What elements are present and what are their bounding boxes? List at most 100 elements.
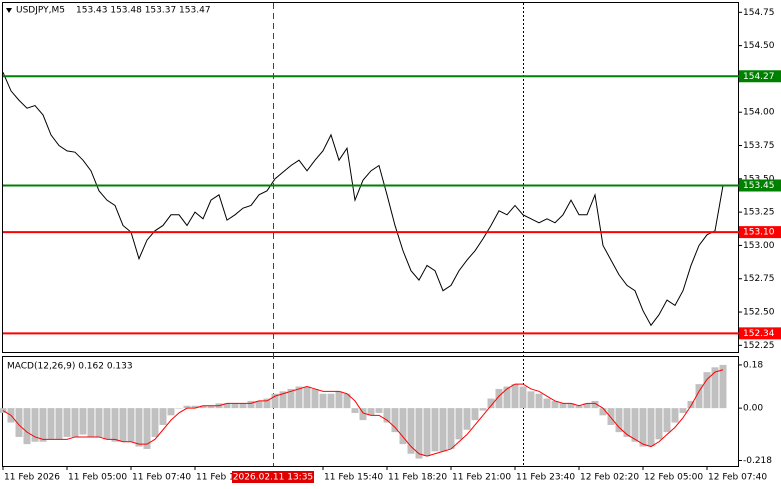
macd-bar [591, 400, 599, 409]
macd-bar [447, 408, 455, 449]
macd-bar [311, 388, 319, 409]
macd-bar [495, 388, 503, 409]
macd-bar [287, 388, 295, 409]
macd-bar [327, 393, 335, 409]
macd-bar [47, 408, 55, 440]
x-tick-label: 12 Feb 02:20 [580, 473, 639, 483]
macd-bar [639, 408, 647, 447]
x-tick-label: 11 Feb 2026 [4, 473, 60, 483]
macd-bar [367, 408, 375, 416]
macd-bar [295, 386, 303, 409]
y-tick-label: 153.00 [743, 241, 775, 251]
macd-bar [151, 408, 159, 437]
macd-bar [167, 408, 175, 416]
macd-bar [399, 408, 407, 445]
macd-bar [655, 408, 663, 440]
macd-bar [391, 408, 399, 433]
macd-bar [199, 405, 207, 409]
y-tick-label: 152.50 [743, 308, 775, 318]
macd-bar [623, 408, 631, 437]
macd-bar [79, 408, 87, 435]
macd-bar [479, 408, 487, 411]
macd-bar [303, 386, 311, 409]
macd-bar [583, 403, 591, 409]
macd-bar [471, 408, 479, 421]
level-label-bg [739, 226, 781, 239]
macd-bar [719, 364, 727, 409]
y-tick-label: 153.50 [743, 174, 775, 184]
macd-bar [519, 386, 527, 409]
macd-bar [39, 408, 47, 442]
macd-bar [319, 393, 327, 409]
macd-bar [423, 408, 431, 457]
x-tick-label: 11 Feb 07:40 [132, 473, 191, 483]
y-tick-label: 0.18 [743, 360, 763, 370]
macd-bar [119, 408, 127, 442]
level-label: 153.10 [743, 228, 775, 238]
x-tick-label: 11 Feb 1 [196, 473, 235, 483]
macd-bar [647, 408, 655, 447]
macd-bar [87, 408, 95, 437]
macd-bar [15, 408, 23, 437]
macd-bar [511, 384, 519, 409]
y-tick-label: 152.75 [743, 274, 775, 284]
macd-bar [343, 393, 351, 409]
macd-title: MACD(12,26,9) 0.162 0.133 [7, 362, 133, 372]
macd-bar [223, 403, 231, 409]
macd-bar [55, 408, 63, 440]
macd-bar [135, 408, 143, 447]
macd-bar [711, 367, 719, 409]
macd-bar [607, 408, 615, 425]
macd-bar [439, 408, 447, 452]
macd-bar [351, 408, 359, 413]
macd-bar [455, 408, 463, 440]
cursor-label: 2026.02.11 13:35 [233, 473, 313, 483]
macd-bar [63, 408, 71, 437]
macd-bar [183, 405, 191, 409]
y-tick-label: 152.25 [743, 341, 775, 351]
x-tick-label: 12 Feb 05:00 [644, 473, 703, 483]
x-tick-label: 11 Feb 18:20 [388, 473, 447, 483]
macd-bar [159, 408, 167, 425]
macd-bar [575, 405, 583, 409]
macd-bar [279, 391, 287, 409]
macd-bar [463, 408, 471, 430]
ohlc-text: 153.43 153.48 153.37 153.47 [76, 6, 211, 16]
macd-bar [599, 408, 607, 416]
symbol-title: USDJPY,M5 [16, 6, 65, 16]
collapse-icon [6, 8, 12, 13]
x-tick-label: 11 Feb 15:40 [324, 473, 383, 483]
macd-bar [247, 400, 255, 409]
y-tick-label: -0.218 [743, 456, 772, 466]
macd-bar [503, 386, 511, 409]
y-tick-label: 154.75 [743, 8, 775, 18]
macd-bar [383, 408, 391, 423]
macd-bar [407, 408, 415, 454]
macd-bar [567, 403, 575, 409]
macd-bar [127, 408, 135, 442]
macd-bar [431, 408, 439, 452]
macd-bar [191, 405, 199, 409]
y-tick-label: 0.00 [743, 404, 763, 414]
macd-bar [671, 408, 679, 423]
level-label-bg [739, 179, 781, 192]
macd-bar [415, 408, 423, 459]
level-label: 153.45 [743, 181, 775, 191]
signal-line [2, 369, 724, 457]
macd-bar [703, 372, 711, 409]
macd-bar [239, 403, 247, 409]
macd-bar [71, 408, 79, 437]
cursor-label-bg [232, 471, 314, 483]
macd-bar [687, 400, 695, 409]
macd-bar [23, 408, 31, 445]
macd-bar [143, 408, 151, 449]
macd-bar [551, 400, 559, 409]
macd-bar [543, 398, 551, 409]
macd-bar [231, 403, 239, 409]
x-tick-label: 11 Feb 05:00 [68, 473, 127, 483]
macd-bar [631, 408, 639, 442]
x-tick-label: 12 Feb 07:40 [708, 473, 767, 483]
macd-bar [535, 393, 543, 409]
macd-bar [527, 391, 535, 409]
